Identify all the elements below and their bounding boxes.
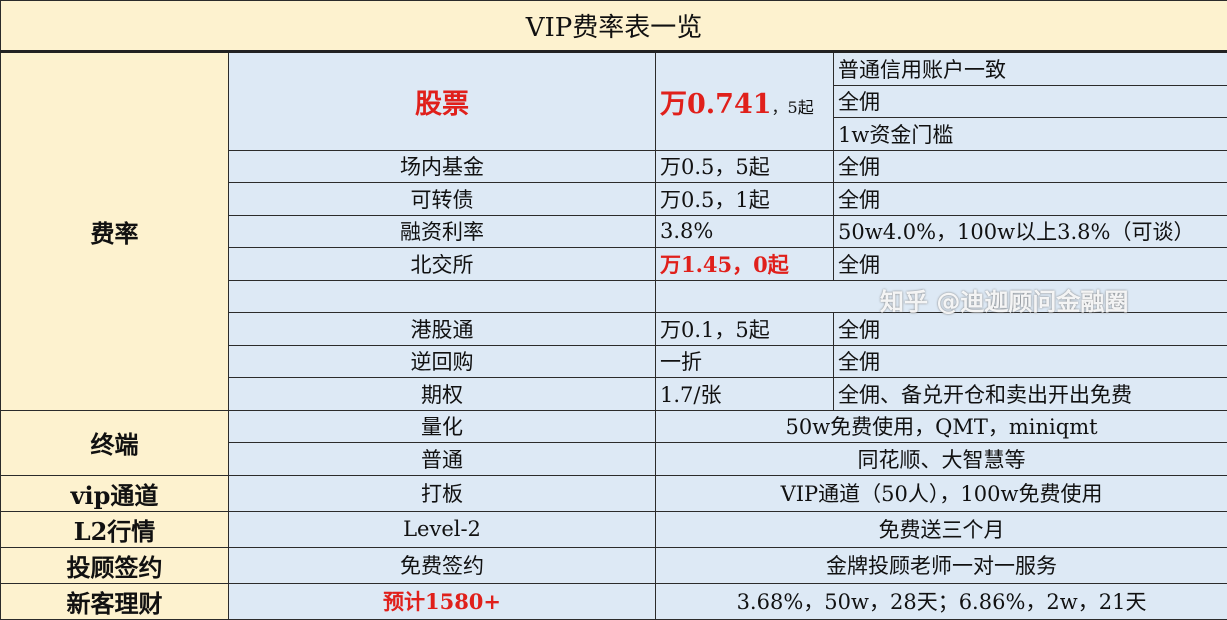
row-name: 逆回购 — [229, 345, 656, 378]
row-name: 融资利率 — [229, 215, 656, 248]
row-note: 全佣 — [834, 313, 1227, 346]
row-rate: 万0.5，1起 — [656, 183, 834, 216]
row-rate: 1.7/张 — [656, 378, 834, 411]
row-value: VIP通道（50人），100w免费使用 — [656, 475, 1227, 511]
row-value: 同花顺、大智慧等 — [656, 443, 1227, 476]
row-note: 全佣 — [834, 183, 1227, 216]
section-fee: 费率 — [1, 52, 229, 411]
row-note: 全佣、备兑开仓和卖出开出免费 — [834, 378, 1227, 411]
row-name: Level-2 — [229, 511, 656, 547]
row-rate: 一折 — [656, 345, 834, 378]
row-rate: 万0.1，5起 — [656, 313, 834, 346]
stock-note: 1w资金门槛 — [834, 118, 1227, 151]
row-name: 北交所 — [229, 248, 656, 281]
stock-rate: 万0.741，5起 — [656, 52, 834, 151]
row-rate: 3.8% — [656, 215, 834, 248]
row-value: 金牌投顾老师一对一服务 — [656, 547, 1227, 583]
row-name: 普通 — [229, 443, 656, 476]
row-value: 免费送三个月 — [656, 511, 1227, 547]
stock-note: 全佣 — [834, 85, 1227, 118]
row-name: 可转债 — [229, 183, 656, 216]
row-name: 港股通 — [229, 313, 656, 346]
stock-rate-suffix: ，5起 — [772, 98, 814, 117]
stock-note: 普通信用账户一致 — [834, 52, 1227, 86]
section-vip: vip通道 — [1, 475, 229, 511]
row-name: 场内基金 — [229, 150, 656, 183]
row-name — [229, 280, 656, 313]
row-note: 全佣 — [834, 150, 1227, 183]
table-title: VIP费率表一览 — [1, 1, 1227, 52]
row-rate: 万0.5，5起 — [656, 150, 834, 183]
row-note: 全佣 — [834, 345, 1227, 378]
row-rate — [656, 280, 1227, 313]
row-name: 免费签约 — [229, 547, 656, 583]
stock-name: 股票 — [229, 52, 656, 151]
row-note: 全佣 — [834, 248, 1227, 281]
row-name: 期权 — [229, 378, 656, 411]
row-value: 3.68%，50w，28天；6.86%，2w，21天 — [656, 583, 1227, 619]
row-note: 50w4.0%，100w以上3.8%（可谈） — [834, 215, 1227, 248]
row-name: 预计1580+ — [229, 583, 656, 619]
section-terminal: 终端 — [1, 410, 229, 475]
section-l2: L2行情 — [1, 511, 229, 547]
row-rate: 万1.45，0起 — [656, 248, 834, 281]
section-advisor: 投顾签约 — [1, 547, 229, 583]
row-value: 50w免费使用，QMT，miniqmt — [656, 410, 1227, 443]
row-name: 打板 — [229, 475, 656, 511]
stock-rate-main: 万0.741 — [660, 89, 772, 120]
row-name: 量化 — [229, 410, 656, 443]
section-wealth: 新客理财 — [1, 583, 229, 619]
